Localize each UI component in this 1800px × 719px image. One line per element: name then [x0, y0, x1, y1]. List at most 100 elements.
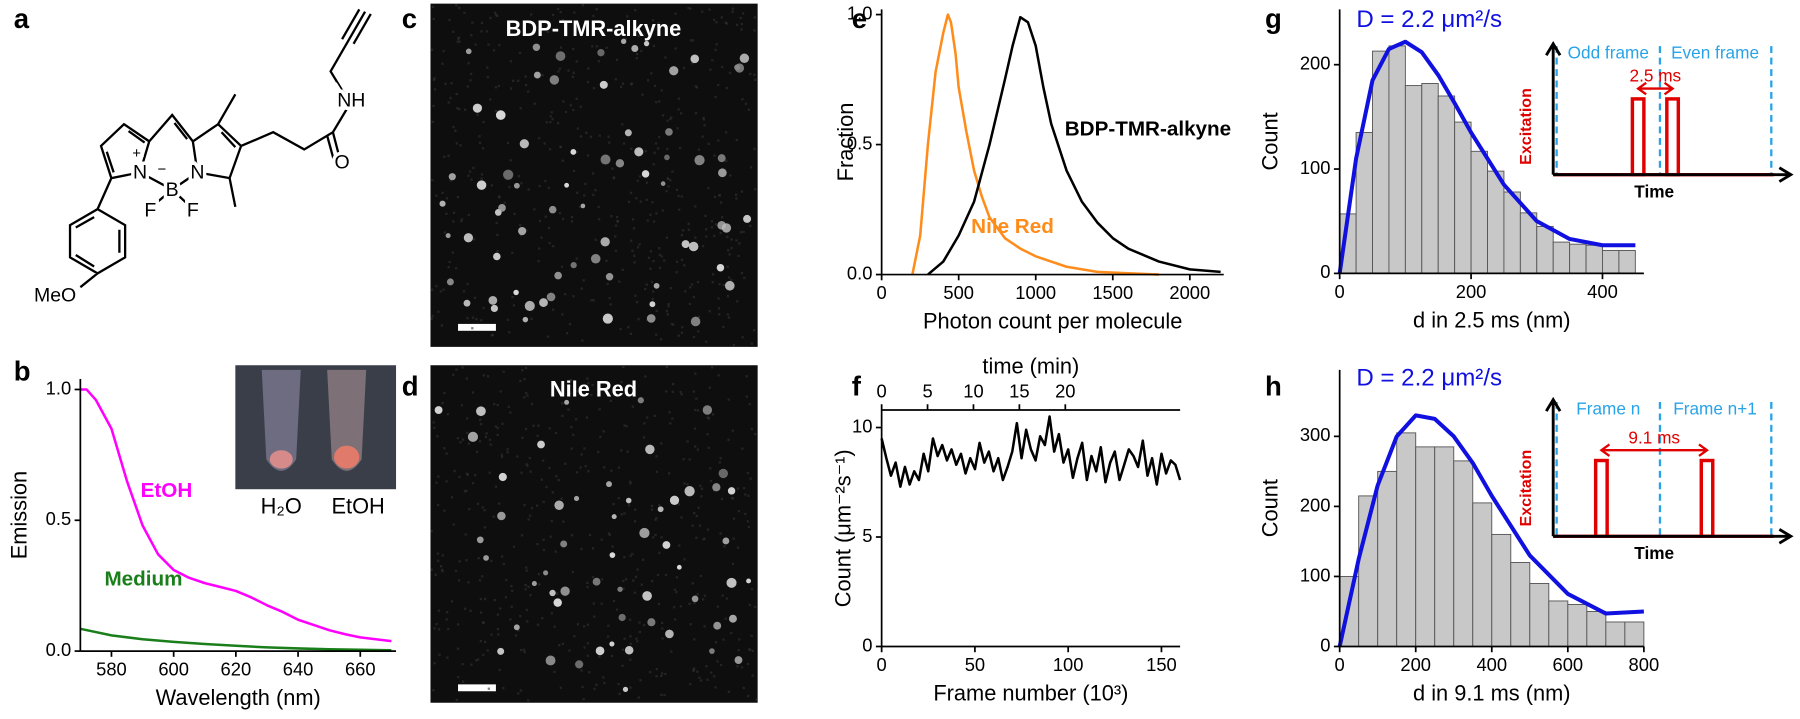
noise — [524, 584, 527, 587]
noise — [608, 533, 611, 536]
noise — [666, 147, 669, 151]
noise — [554, 431, 558, 435]
noise — [571, 570, 575, 574]
noise — [631, 552, 634, 556]
noise — [660, 442, 663, 445]
noise — [629, 332, 633, 336]
x2-tick-label: 10 — [963, 381, 983, 402]
noise — [643, 623, 646, 627]
noise — [620, 380, 623, 384]
noise — [675, 576, 679, 579]
frame-label: Odd frame — [1568, 43, 1649, 63]
noise — [587, 470, 590, 473]
noise — [699, 484, 702, 488]
noise — [442, 49, 445, 53]
spot — [684, 486, 695, 497]
noise — [618, 692, 621, 695]
noise — [626, 450, 629, 453]
noise — [677, 334, 680, 337]
noise — [463, 490, 467, 493]
noise — [452, 30, 455, 33]
noise — [441, 62, 444, 65]
noise — [700, 487, 704, 490]
noise — [621, 648, 625, 651]
noise — [683, 264, 686, 267]
spot — [513, 289, 519, 296]
noise — [736, 487, 740, 490]
noise — [483, 526, 487, 529]
axis-arrow — [1545, 396, 1794, 545]
noise — [694, 112, 698, 115]
noise — [602, 430, 605, 433]
noise — [481, 147, 485, 150]
spot — [498, 204, 506, 212]
noise — [661, 672, 664, 675]
noise — [500, 555, 504, 558]
noise — [532, 424, 535, 427]
spot — [463, 299, 471, 307]
noise — [643, 287, 647, 291]
noise — [533, 208, 536, 211]
noise — [478, 135, 481, 138]
noise — [696, 280, 700, 284]
noise — [540, 478, 543, 481]
noise — [655, 212, 658, 215]
x-tick-label: 1000 — [1015, 282, 1056, 303]
noise — [652, 220, 656, 223]
noise — [440, 324, 443, 327]
spot — [609, 641, 615, 647]
noise — [583, 194, 586, 197]
spot — [641, 170, 650, 178]
noise — [707, 186, 710, 190]
noise — [508, 185, 511, 189]
y-tick-label: 0.5 — [847, 132, 873, 153]
noise — [466, 282, 469, 286]
noise — [567, 69, 570, 72]
bar — [1434, 446, 1455, 647]
noise — [600, 602, 603, 605]
x-tick-label: 600 — [158, 658, 189, 679]
spot — [646, 314, 656, 323]
noise — [444, 82, 447, 85]
noise — [445, 480, 448, 483]
noise — [517, 175, 520, 178]
noise — [705, 665, 708, 668]
series-label: Nile Red — [971, 215, 1054, 238]
noise — [477, 658, 480, 661]
noise — [667, 305, 670, 308]
noise — [703, 124, 706, 127]
noise — [631, 405, 635, 408]
noise — [747, 662, 750, 666]
noise — [652, 536, 655, 539]
noise — [740, 190, 744, 193]
noise — [669, 422, 672, 425]
spot — [647, 618, 656, 627]
noise — [656, 573, 660, 577]
noise — [472, 166, 475, 170]
noise — [580, 669, 583, 672]
noise — [705, 235, 708, 238]
noise — [701, 135, 704, 138]
noise — [663, 259, 666, 262]
spot — [539, 298, 548, 307]
noise — [431, 314, 434, 318]
noise — [457, 36, 461, 39]
noise — [473, 296, 477, 299]
noise — [471, 316, 475, 319]
noise — [572, 47, 575, 51]
spot — [595, 646, 605, 656]
bar — [1618, 249, 1636, 274]
inset-x-label: Time — [1634, 543, 1674, 563]
noise — [519, 107, 522, 110]
noise — [464, 108, 467, 111]
spot — [727, 487, 736, 495]
noise — [749, 224, 752, 228]
noise — [665, 309, 669, 313]
noise — [594, 188, 597, 192]
noise — [511, 251, 514, 255]
noise — [589, 135, 593, 138]
noise — [583, 625, 586, 628]
noise — [569, 104, 572, 107]
noise — [519, 224, 522, 227]
noise — [494, 13, 498, 17]
